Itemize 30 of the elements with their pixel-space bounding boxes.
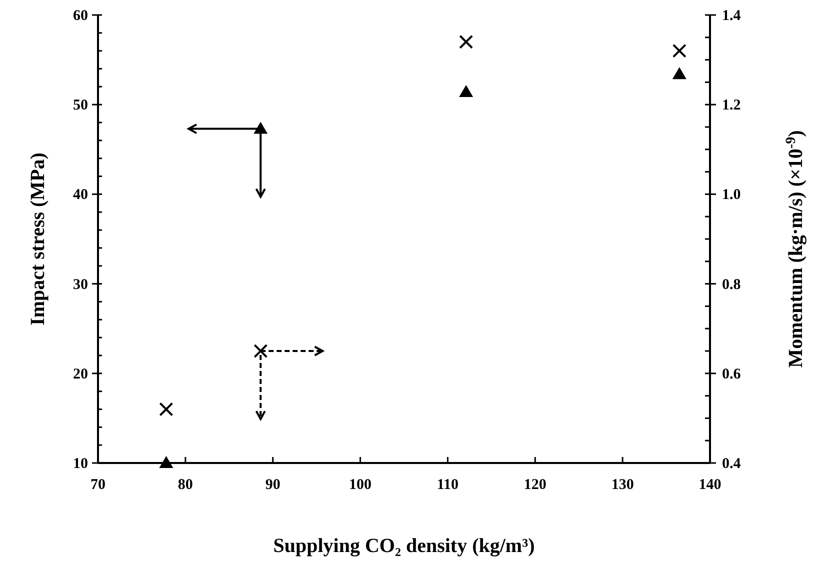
point [459,34,474,49]
x-tick-label: 90 [265,477,280,493]
x-tick-label: 110 [436,477,459,493]
y-axis-title: Impact stress (MPa) [27,152,49,326]
x-tick-label: 80 [178,477,193,493]
y2-tick-label: 1.4 [722,8,742,24]
y-tick-label: 30 [73,276,88,293]
x-tick-label: 130 [611,477,634,493]
y2-tick-label: 1.0 [722,187,741,204]
y2-tick-label: 0.4 [722,456,742,472]
point [459,85,474,98]
y2-tick-label: 0.6 [722,366,742,382]
point [672,67,686,80]
y2-tick-label: 1.2 [722,98,741,114]
x-tick-label: 120 [524,477,546,493]
y-tick-label: 20 [73,366,88,382]
y2-tick-label: 0.8 [722,276,741,293]
point [254,122,268,134]
y-tick-label: 10 [73,456,88,472]
x-tick-label: 100 [349,477,372,493]
point [159,402,174,416]
y-tick-label: 60 [73,8,88,24]
y-tick-label: 40 [73,187,88,204]
x-tick-label: 70 [90,477,106,493]
y-tick-label: 50 [73,98,88,114]
x-tick-label: 140 [698,477,722,493]
x-axis-title: Supplying CO₂ density (kg/m³) [273,535,535,557]
point [159,456,174,468]
point [254,344,268,358]
point [672,44,686,58]
